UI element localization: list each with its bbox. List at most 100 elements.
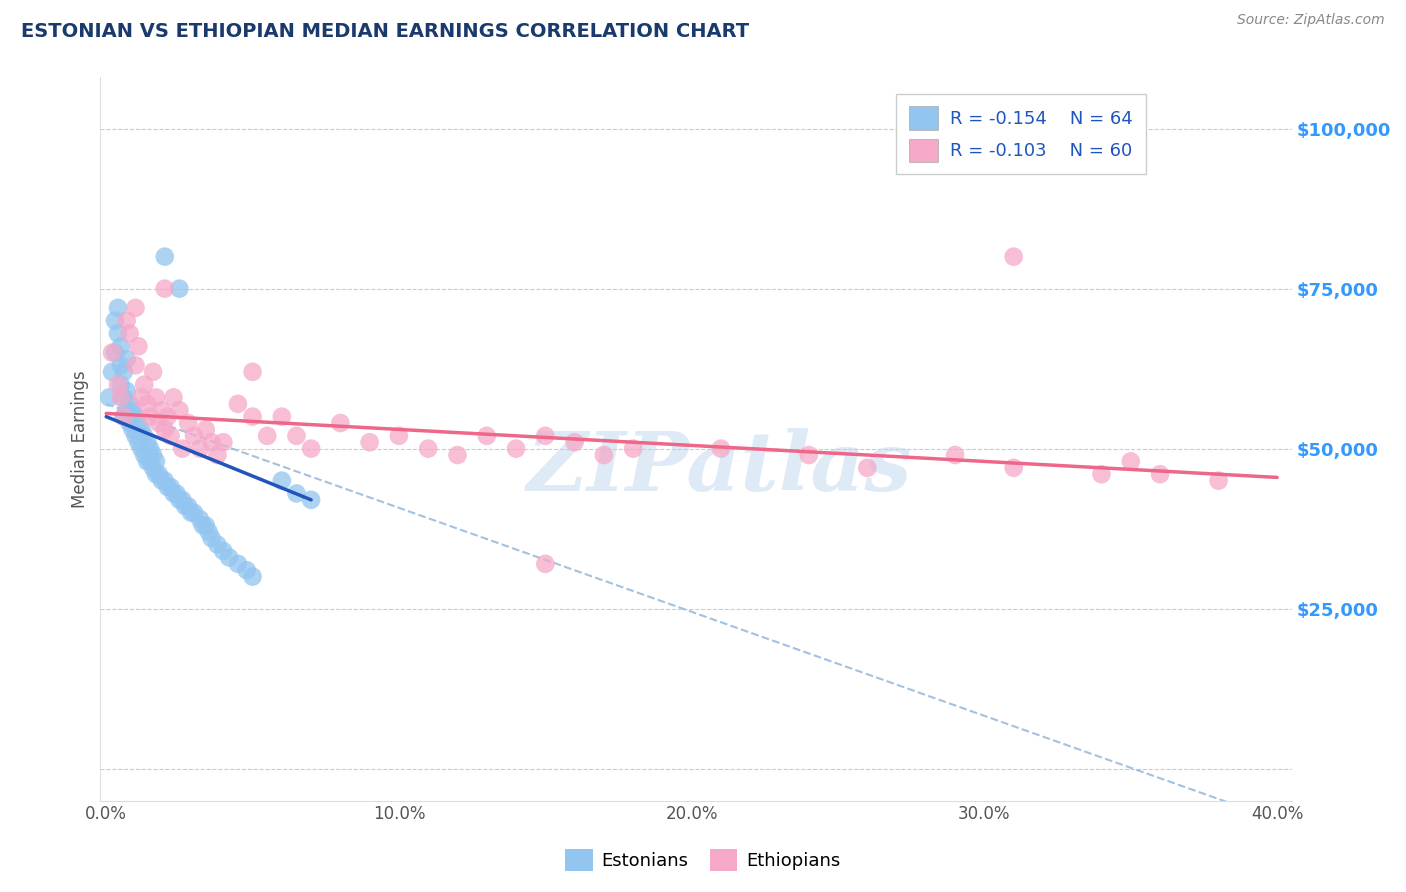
Point bbox=[329, 416, 352, 430]
Point bbox=[475, 429, 498, 443]
Point bbox=[131, 422, 153, 436]
Legend: R = -0.154    N = 64, R = -0.103    N = 60: R = -0.154 N = 64, R = -0.103 N = 60 bbox=[896, 94, 1146, 175]
Point bbox=[1208, 474, 1230, 488]
Point bbox=[285, 429, 308, 443]
Point bbox=[115, 384, 138, 398]
Point bbox=[270, 474, 292, 488]
Point bbox=[1090, 467, 1112, 482]
Point bbox=[112, 409, 135, 424]
Point bbox=[359, 435, 381, 450]
Point bbox=[621, 442, 644, 456]
Point bbox=[505, 442, 527, 456]
Point bbox=[134, 448, 156, 462]
Point bbox=[107, 377, 129, 392]
Point bbox=[169, 282, 191, 296]
Point bbox=[1149, 467, 1171, 482]
Point bbox=[235, 563, 257, 577]
Point bbox=[118, 397, 141, 411]
Point bbox=[166, 486, 188, 500]
Point bbox=[136, 435, 159, 450]
Point bbox=[183, 506, 205, 520]
Legend: Estonians, Ethiopians: Estonians, Ethiopians bbox=[558, 842, 848, 879]
Point bbox=[139, 442, 162, 456]
Point bbox=[162, 391, 184, 405]
Point bbox=[145, 467, 167, 482]
Point bbox=[242, 569, 264, 583]
Point bbox=[139, 409, 162, 424]
Text: ZIPatlas: ZIPatlas bbox=[527, 428, 912, 508]
Point bbox=[188, 442, 211, 456]
Point bbox=[200, 435, 222, 450]
Point bbox=[388, 429, 411, 443]
Point bbox=[118, 326, 141, 341]
Point bbox=[226, 397, 249, 411]
Y-axis label: Median Earnings: Median Earnings bbox=[72, 370, 89, 508]
Point bbox=[101, 345, 124, 359]
Point bbox=[172, 492, 194, 507]
Point bbox=[534, 557, 557, 571]
Point bbox=[299, 492, 322, 507]
Point bbox=[131, 442, 153, 456]
Point bbox=[218, 550, 240, 565]
Point bbox=[112, 409, 135, 424]
Point bbox=[127, 339, 149, 353]
Point bbox=[169, 403, 191, 417]
Point bbox=[285, 486, 308, 500]
Point bbox=[169, 492, 191, 507]
Point bbox=[592, 448, 614, 462]
Point bbox=[197, 524, 219, 539]
Point bbox=[194, 518, 217, 533]
Point bbox=[200, 531, 222, 545]
Point bbox=[150, 474, 173, 488]
Point bbox=[150, 403, 173, 417]
Point bbox=[134, 429, 156, 443]
Point bbox=[156, 480, 179, 494]
Point bbox=[131, 391, 153, 405]
Point bbox=[121, 422, 143, 436]
Point bbox=[180, 506, 202, 520]
Point bbox=[207, 538, 229, 552]
Point bbox=[177, 500, 200, 514]
Point bbox=[124, 409, 146, 424]
Point bbox=[191, 518, 214, 533]
Point bbox=[226, 557, 249, 571]
Point bbox=[118, 416, 141, 430]
Point bbox=[177, 416, 200, 430]
Point bbox=[110, 339, 132, 353]
Point bbox=[153, 474, 176, 488]
Point bbox=[242, 409, 264, 424]
Point bbox=[943, 448, 966, 462]
Point bbox=[270, 409, 292, 424]
Point bbox=[159, 480, 181, 494]
Point bbox=[256, 429, 278, 443]
Point bbox=[710, 442, 733, 456]
Point bbox=[534, 429, 557, 443]
Point bbox=[121, 403, 143, 417]
Point bbox=[242, 365, 264, 379]
Point bbox=[148, 416, 170, 430]
Point bbox=[1119, 454, 1142, 468]
Point bbox=[107, 301, 129, 315]
Point bbox=[142, 460, 165, 475]
Point bbox=[139, 454, 162, 468]
Point bbox=[107, 326, 129, 341]
Point bbox=[110, 391, 132, 405]
Point bbox=[124, 359, 146, 373]
Point bbox=[1002, 460, 1025, 475]
Point bbox=[153, 422, 176, 436]
Point bbox=[188, 512, 211, 526]
Point bbox=[127, 435, 149, 450]
Point bbox=[153, 282, 176, 296]
Point bbox=[446, 448, 468, 462]
Text: ESTONIAN VS ETHIOPIAN MEDIAN EARNINGS CORRELATION CHART: ESTONIAN VS ETHIOPIAN MEDIAN EARNINGS CO… bbox=[21, 22, 749, 41]
Point bbox=[115, 352, 138, 367]
Point bbox=[142, 365, 165, 379]
Text: Source: ZipAtlas.com: Source: ZipAtlas.com bbox=[1237, 13, 1385, 28]
Point bbox=[564, 435, 586, 450]
Point bbox=[112, 365, 135, 379]
Point bbox=[136, 397, 159, 411]
Point bbox=[104, 313, 127, 327]
Point bbox=[142, 448, 165, 462]
Point bbox=[115, 313, 138, 327]
Point bbox=[153, 250, 176, 264]
